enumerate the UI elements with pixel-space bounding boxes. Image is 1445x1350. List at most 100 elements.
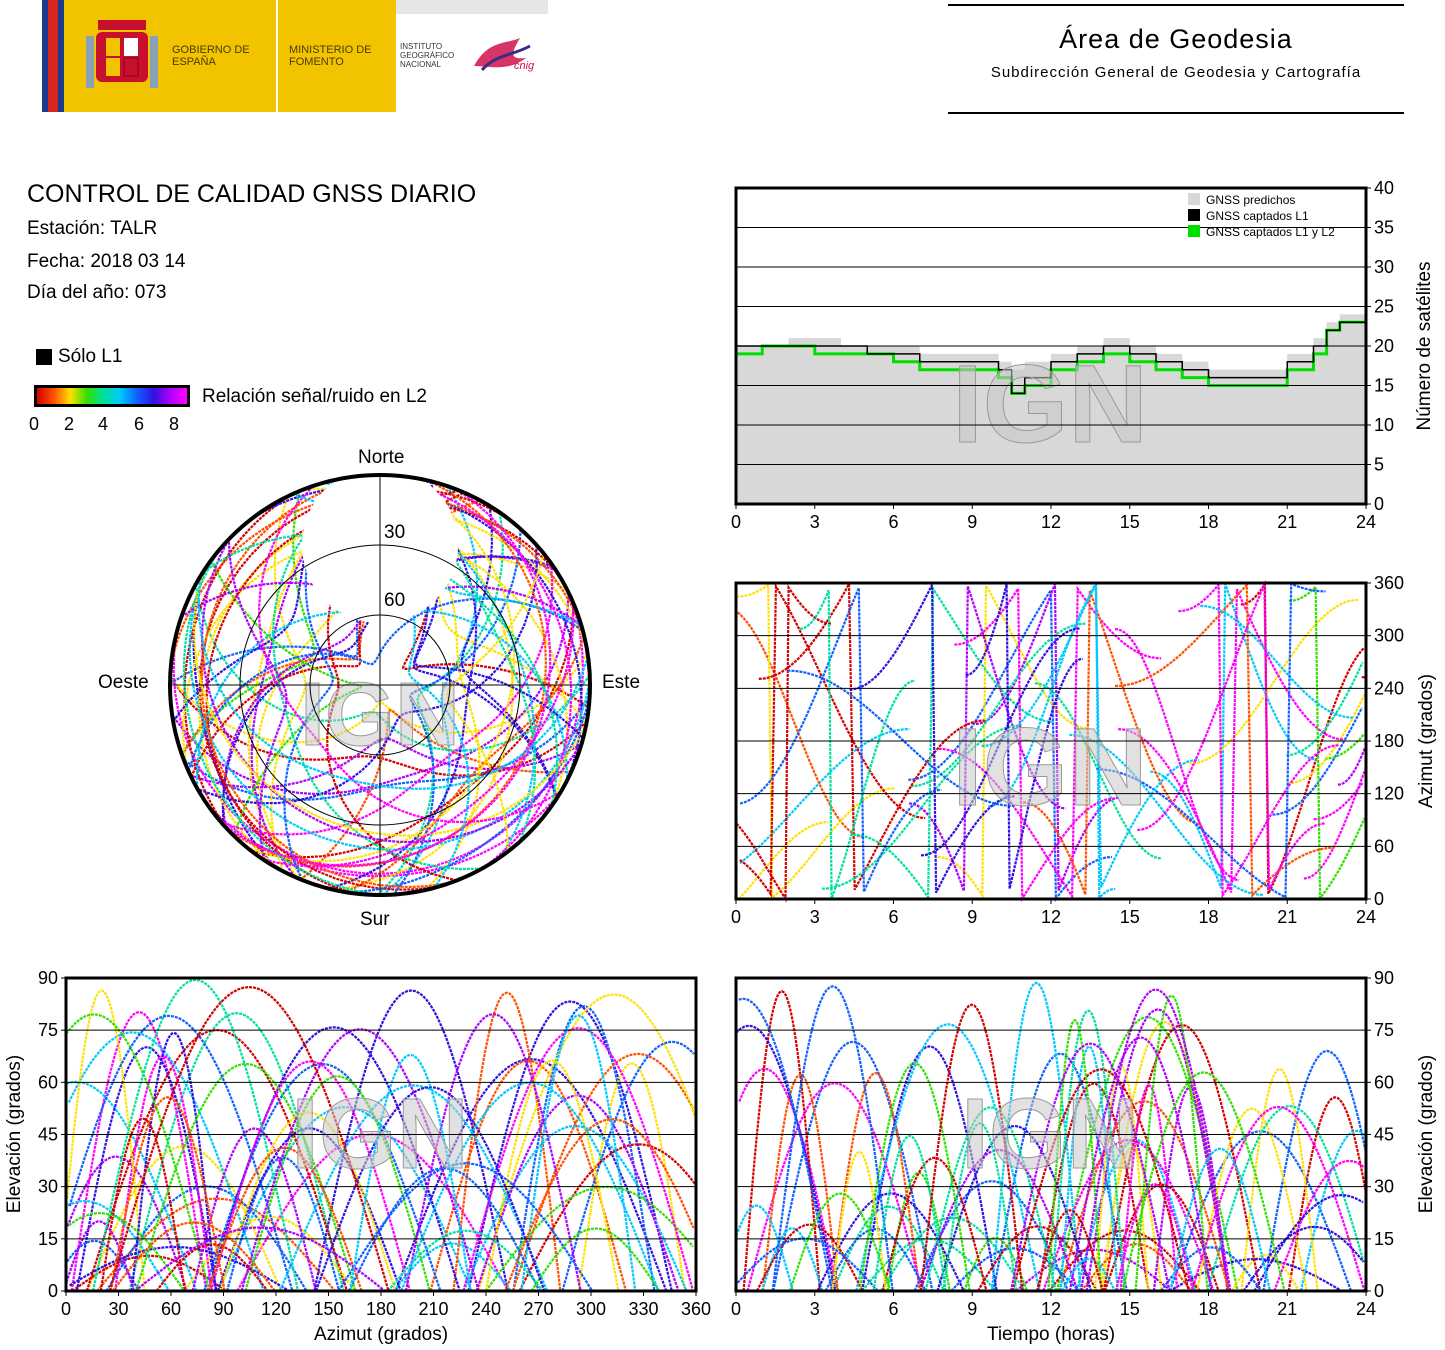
satellite-track <box>852 585 1054 901</box>
x-tick-label: 24 <box>1356 907 1376 927</box>
satellite-track <box>881 1156 988 1292</box>
satellite-track <box>155 1243 269 1292</box>
satellite-track <box>1134 994 1209 1292</box>
satellite-track <box>849 584 1015 894</box>
satellite-track <box>1137 583 1326 891</box>
logo-separator <box>276 0 278 112</box>
satellite-track <box>577 1062 686 1292</box>
snr-tick: 0 <box>29 414 40 434</box>
satellite-track <box>462 1026 695 1292</box>
plot-area <box>735 981 1367 1292</box>
satellite-track <box>475 1094 680 1292</box>
y-tick-label: 30 <box>1374 257 1394 277</box>
gobierno-label: GOBIERNO DE ESPAÑA <box>172 44 250 68</box>
report-title: CONTROL DE CALIDAD GNSS DIARIO <box>27 180 477 208</box>
satellite-track <box>739 582 926 898</box>
satellite-track <box>182 548 381 895</box>
satellite-track <box>377 512 504 895</box>
ministerio-label: MINISTERIO DE FOMENTO <box>289 44 372 68</box>
x-tick-label: 18 <box>1198 1299 1218 1319</box>
y-tick-label: 30 <box>38 1177 58 1197</box>
y-tick-label: 15 <box>1374 1229 1394 1249</box>
satellite-track <box>938 585 1162 901</box>
satellite-track <box>69 1245 290 1292</box>
satellite-track <box>761 1073 839 1292</box>
south-label: Sur <box>360 909 390 930</box>
satellite-track <box>1169 1147 1272 1292</box>
satellite-track <box>1009 1042 1171 1292</box>
l1-only-label: Sólo L1 <box>58 346 123 367</box>
satellite-track <box>314 1086 546 1292</box>
satellite-track <box>735 584 832 903</box>
satellite-track <box>738 997 833 1292</box>
satellite-track <box>1288 584 1366 902</box>
x-tick-label: 18 <box>1198 907 1218 927</box>
satellite-track <box>1189 598 1359 765</box>
x-tick-label: 6 <box>888 1299 898 1319</box>
west-label: Oeste <box>98 672 149 693</box>
satellite-track <box>91 978 300 1292</box>
satellite-track <box>227 539 288 861</box>
azimuth-time-chart: IGN 0 60 120 180 240 300 360 0 3 6 9 12 15 18 21 24 Azimu… <box>731 575 1437 927</box>
x-tick-label: 9 <box>967 512 977 532</box>
ign-label: INSTITUTO GEOGRÁFICO NACIONAL <box>400 42 455 69</box>
satellite-track <box>772 1040 934 1292</box>
y-tick-label: 60 <box>1374 836 1394 856</box>
legend-swatch <box>1188 225 1200 237</box>
doy-label: Día del año: 073 <box>27 282 167 303</box>
area-title: Área de Geodesia <box>1059 24 1293 54</box>
satellite-track <box>75 1046 218 1292</box>
satellite-count-chart: IGN 0 5 10 15 20 25 30 35 40 0 3 6 9 12 15 18 21 24 GNSS pr… <box>731 180 1435 532</box>
y-tick-label: 90 <box>38 968 58 988</box>
x-tick-label: 330 <box>628 1299 658 1319</box>
x-tick-label: 360 <box>681 1299 711 1319</box>
x-tick-label: 180 <box>366 1299 396 1319</box>
series-l1-line <box>736 321 1366 395</box>
satellite-track <box>1061 1257 1117 1292</box>
snr-tick: 2 <box>64 414 75 434</box>
x-tick-label: 270 <box>523 1299 553 1319</box>
satellite-track <box>257 485 562 824</box>
satellite-track <box>1103 1183 1220 1292</box>
east-label: Este <box>602 672 640 693</box>
satellite-track <box>190 491 465 778</box>
plot-border <box>64 976 698 1293</box>
satellite-track <box>1206 1104 1365 1292</box>
satellite-track <box>963 1236 1029 1292</box>
satellite-track <box>128 1011 345 1292</box>
satellite-track <box>1080 988 1232 1292</box>
satellite-track <box>735 1204 794 1292</box>
satellite-track <box>181 499 481 757</box>
area-header-box <box>948 4 1404 114</box>
satellite-track <box>1050 1009 1126 1292</box>
y-axis-label: Azimut (grados) <box>1416 674 1437 808</box>
satellite-track <box>736 611 865 839</box>
satellite-track <box>936 1124 1093 1292</box>
satellite-track <box>799 589 916 899</box>
x-tick-label: 0 <box>61 1299 71 1319</box>
satellite-track <box>226 1156 341 1292</box>
satellite-track <box>1011 1068 1190 1292</box>
station-label: Estación: TALR <box>27 218 158 239</box>
satellite-track <box>1253 1193 1364 1292</box>
satellite-track <box>1118 588 1345 893</box>
x-axis-label: Tiempo (horas) <box>987 1324 1115 1345</box>
satellite-track <box>1286 661 1364 757</box>
satellite-track <box>1272 707 1363 816</box>
satellite-track <box>182 535 569 806</box>
legend-swatch <box>1188 193 1200 205</box>
satellite-track <box>742 989 821 1292</box>
satellite-track <box>1102 1023 1262 1292</box>
satellite-track <box>1287 693 1366 785</box>
y-tick-label: 45 <box>38 1125 58 1145</box>
x-tick-label: 9 <box>967 1299 977 1319</box>
satellite-track <box>200 539 584 844</box>
cnig-label: cnig <box>514 60 535 72</box>
satellite-track <box>1096 582 1326 899</box>
satellite-track <box>1068 1036 1213 1292</box>
satellite-track <box>1115 582 1335 898</box>
satellite-track <box>1047 1018 1103 1292</box>
satellite-track <box>263 601 575 868</box>
